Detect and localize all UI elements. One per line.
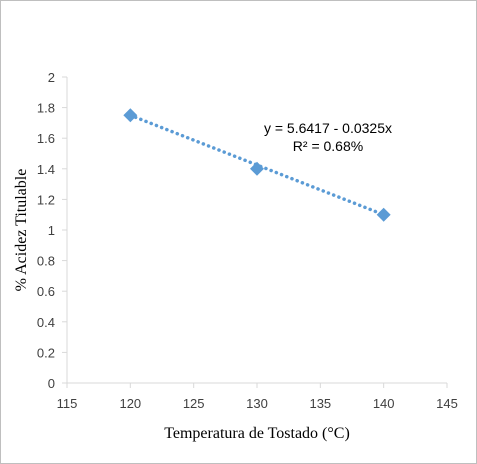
x-tick-label: 115 (57, 396, 78, 411)
x-tick-label: 130 (246, 396, 268, 411)
y-tick-label: 0.6 (37, 284, 55, 299)
data-point (376, 207, 391, 222)
y-tick-label: 0.8 (37, 254, 55, 269)
y-tick-label: 0 (48, 376, 55, 391)
y-tick-label: 1 (48, 223, 55, 238)
y-tick-label: 0.4 (37, 315, 55, 330)
data-points (123, 108, 391, 222)
y-tick-label: 0.2 (37, 345, 55, 360)
trendline-equation: y = 5.6417 - 0.0325x (264, 120, 392, 136)
x-axis-title: Temperatura de Tostado (°C) (164, 425, 350, 442)
y-tick-label: 2 (48, 70, 55, 85)
y-axis-title: % Acidez Titulable (13, 169, 30, 292)
data-point (123, 108, 138, 123)
x-axis-ticks: 115 120 125 130 135 140 145 (57, 383, 458, 411)
y-axis-ticks: 0 0.2 0.4 0.6 0.8 1 1.2 1.4 1.6 1.8 2 (37, 70, 67, 391)
x-tick-label: 125 (183, 396, 205, 411)
y-tick-label: 1.4 (37, 162, 55, 177)
r-squared-label: R² = 0.68% (293, 138, 363, 154)
x-tick-label: 120 (119, 396, 141, 411)
y-tick-label: 1.2 (37, 192, 55, 207)
x-tick-label: 140 (373, 396, 395, 411)
y-tick-label: 1.6 (37, 131, 55, 146)
y-tick-label: 1.8 (37, 101, 55, 116)
x-tick-label: 135 (309, 396, 331, 411)
x-tick-label: 145 (436, 396, 458, 411)
data-point (250, 161, 264, 176)
